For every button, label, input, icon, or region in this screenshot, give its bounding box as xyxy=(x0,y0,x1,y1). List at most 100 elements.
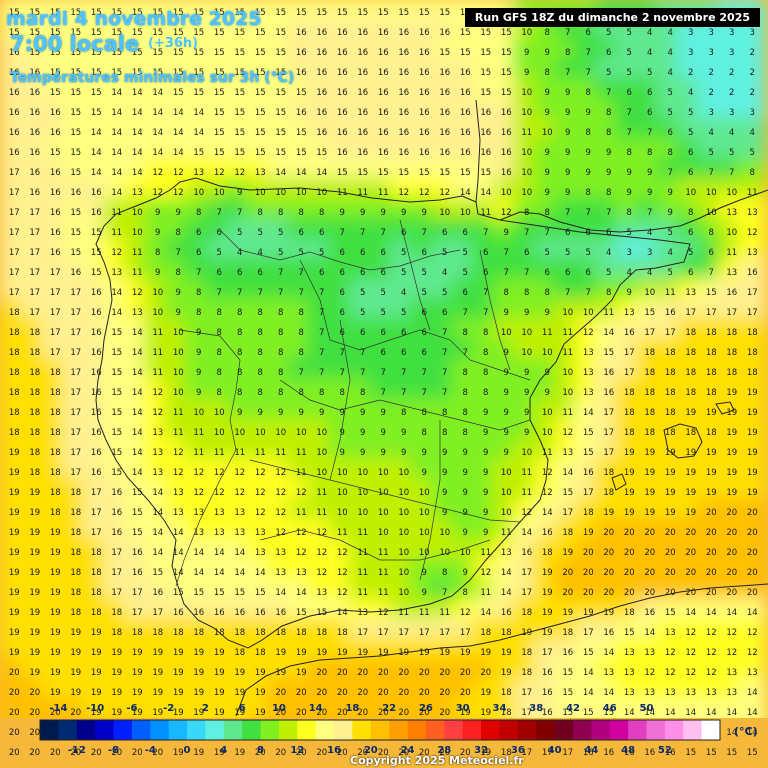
grid-value: 7 xyxy=(237,208,242,218)
grid-value: 13 xyxy=(214,508,225,518)
grid-value: 19 xyxy=(50,668,61,678)
legend-tick-top: 50 xyxy=(639,703,654,714)
grid-value: 10 xyxy=(460,548,471,558)
grid-value: 16 xyxy=(50,188,61,198)
grid-value: 18 xyxy=(9,388,20,398)
grid-value: 18 xyxy=(521,608,532,618)
grid-value: 20 xyxy=(726,508,737,518)
grid-value: 13 xyxy=(624,648,635,658)
grid-value: 18 xyxy=(542,548,553,558)
grid-value: 9 xyxy=(483,508,488,518)
grid-value: 6 xyxy=(340,288,345,298)
grid-value: 7 xyxy=(463,348,468,358)
grid-value: 12 xyxy=(337,568,348,578)
grid-value: 7 xyxy=(504,268,509,278)
grid-value: 14 xyxy=(132,328,143,338)
grid-value: 12 xyxy=(214,468,225,478)
grid-value: 16 xyxy=(91,348,102,358)
parameter-title: Températures minimales sur 3h (°C) xyxy=(10,70,295,86)
grid-value: 5 xyxy=(627,228,632,238)
grid-value: 19 xyxy=(685,508,696,518)
grid-value: 19 xyxy=(562,548,573,558)
legend-swatch xyxy=(683,720,703,740)
grid-value: 14 xyxy=(726,728,737,738)
grid-value: 4 xyxy=(401,288,406,298)
grid-value: 7 xyxy=(299,368,304,378)
grid-value: 17 xyxy=(29,248,40,258)
grid-value: 6 xyxy=(688,168,693,178)
grid-value: 13 xyxy=(583,388,594,398)
grid-value: 17 xyxy=(29,208,40,218)
grid-value: 19 xyxy=(275,648,286,658)
grid-value: 6 xyxy=(647,88,652,98)
grid-value: 12 xyxy=(726,628,737,638)
grid-value: 14 xyxy=(91,128,102,138)
grid-value: 12 xyxy=(706,648,717,658)
grid-value: 6 xyxy=(299,228,304,238)
grid-value: 17 xyxy=(439,628,450,638)
grid-value: 12 xyxy=(480,568,491,578)
grid-value: 20 xyxy=(296,708,307,718)
grid-value: 19 xyxy=(726,408,737,418)
grid-value: 14 xyxy=(747,728,758,738)
grid-value: 16 xyxy=(603,368,614,378)
grid-value: 5 xyxy=(688,128,693,138)
grid-value: 20 xyxy=(357,688,368,698)
grid-value: 5 xyxy=(565,248,570,258)
grid-value: 8 xyxy=(545,68,550,78)
grid-value: 16 xyxy=(316,108,327,118)
grid-value: 16 xyxy=(9,148,20,158)
grid-value: 10 xyxy=(255,428,266,438)
grid-value: 16 xyxy=(91,408,102,418)
grid-value: 19 xyxy=(439,648,450,658)
model-run-info: Run GFS 18Z du dimanche 2 novembre 2025 xyxy=(464,8,760,27)
grid-value: 19 xyxy=(583,608,594,618)
grid-value: 12 xyxy=(296,548,307,558)
grid-value: 5 xyxy=(422,288,427,298)
grid-value: 19 xyxy=(9,528,20,538)
grid-value: 17 xyxy=(70,368,81,378)
grid-value: 19 xyxy=(562,608,573,618)
grid-value: 19 xyxy=(29,628,40,638)
grid-value: 9 xyxy=(545,308,550,318)
grid-value: 18 xyxy=(316,628,327,638)
grid-value: 13 xyxy=(173,508,184,518)
grid-value: 19 xyxy=(542,588,553,598)
grid-value: 5 xyxy=(668,228,673,238)
grid-value: 8 xyxy=(217,368,222,378)
grid-value: 15 xyxy=(152,568,163,578)
grid-value: 14 xyxy=(132,388,143,398)
grid-value: 20 xyxy=(644,548,655,558)
grid-value: 15 xyxy=(70,248,81,258)
grid-value: 17 xyxy=(29,268,40,278)
grid-value: 12 xyxy=(562,428,573,438)
grid-value: 7 xyxy=(442,368,447,378)
grid-value: 16 xyxy=(255,608,266,618)
grid-value: 19 xyxy=(665,468,676,478)
grid-value: 14 xyxy=(275,588,286,598)
grid-value: 18 xyxy=(624,388,635,398)
grid-value: 18 xyxy=(624,408,635,418)
grid-value: 18 xyxy=(644,408,655,418)
grid-value: 15 xyxy=(603,348,614,358)
grid-value: 19 xyxy=(501,668,512,678)
legend-swatch xyxy=(131,720,151,740)
grid-value: 16 xyxy=(583,748,594,758)
grid-value: 19 xyxy=(9,468,20,478)
grid-value: 16 xyxy=(644,608,655,618)
grid-value: 16 xyxy=(480,148,491,158)
legend-tick-top: 2 xyxy=(201,703,209,714)
grid-value: 8 xyxy=(709,228,714,238)
grid-value: 20 xyxy=(665,548,676,558)
grid-value: 14 xyxy=(316,168,327,178)
grid-value: 11 xyxy=(357,548,368,558)
grid-value: 15 xyxy=(296,608,307,618)
grid-value: 13 xyxy=(624,688,635,698)
grid-value: 13 xyxy=(111,268,122,278)
grid-value: 15 xyxy=(583,648,594,658)
grid-value: 18 xyxy=(747,348,758,358)
grid-value: 15 xyxy=(70,88,81,98)
grid-value: 15 xyxy=(29,28,40,38)
grid-value: 13 xyxy=(193,528,204,538)
grid-value: 14 xyxy=(603,648,614,658)
